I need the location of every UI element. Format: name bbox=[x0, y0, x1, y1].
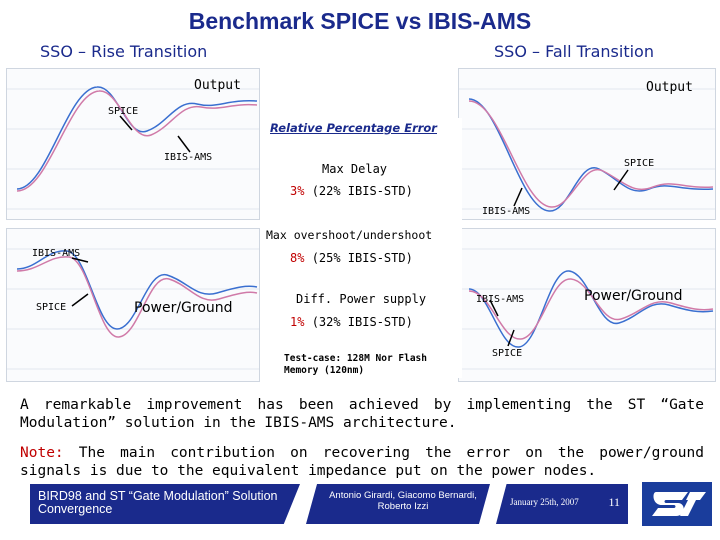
plot-fall-output-svg bbox=[459, 88, 715, 212]
diff-supply-ref: (32% IBIS-STD) bbox=[311, 315, 413, 329]
note-text: The main contribution on recovering the … bbox=[20, 445, 704, 479]
plot-rise-output bbox=[6, 68, 260, 220]
subtitle-rise: SSO – Rise Transition bbox=[40, 42, 208, 61]
footer-date-bar: January 25th, 2007 11 bbox=[496, 484, 628, 524]
rise-ibis-label: IBIS-AMS bbox=[164, 152, 213, 163]
summary-paragraph: A remarkable improvement has been achiev… bbox=[20, 397, 704, 431]
footer: BIRD98 and ST “Gate Modulation” Solution… bbox=[0, 478, 720, 540]
plot-rise-power-ground-svg bbox=[7, 248, 259, 370]
subtitle-fall: SSO – Fall Transition bbox=[494, 42, 654, 61]
overshoot-pct: 8% bbox=[290, 251, 305, 265]
footer-date: January 25th, 2007 bbox=[510, 497, 579, 507]
plot-fall-output bbox=[458, 68, 716, 220]
plot-fall-power-ground bbox=[458, 228, 716, 382]
diff-supply-pct: 1% bbox=[290, 315, 305, 329]
fall-pg-label: Power/Ground bbox=[584, 288, 683, 304]
note-label: Note: bbox=[20, 445, 64, 461]
note-paragraph: Note: The main contribution on recoverin… bbox=[20, 444, 704, 480]
max-delay-value: 3% (22% IBIS-STD) bbox=[290, 184, 413, 198]
footer-authors-bar: Antonio Girardi, Giacomo Bernardi, Rober… bbox=[306, 484, 490, 524]
diff-supply-label: Diff. Power supply bbox=[296, 292, 427, 306]
test-case-note: Test-case: 128M Nor Flash Memory (120nm) bbox=[284, 353, 427, 376]
fall-spice-label: SPICE bbox=[624, 158, 655, 169]
fall-pg-ibis-label: IBIS-AMS bbox=[476, 294, 525, 305]
overshoot-value: 8% (25% IBIS-STD) bbox=[290, 251, 413, 265]
max-delay-pct: 3% bbox=[290, 184, 305, 198]
footer-title-bar: BIRD98 and ST “Gate Modulation” Solution… bbox=[30, 484, 300, 524]
error-heading: Relative Percentage Error bbox=[270, 121, 437, 135]
error-summary-panel bbox=[262, 118, 462, 378]
rise-pg-label: Power/Ground bbox=[134, 300, 233, 316]
rise-pg-ibis-label: IBIS-AMS bbox=[32, 248, 81, 259]
st-logo-icon bbox=[642, 482, 712, 526]
page-title: Benchmark SPICE vs IBIS-AMS bbox=[188, 8, 532, 34]
max-delay-label: Max Delay bbox=[322, 162, 388, 176]
overshoot-label: Max overshoot/undershoot bbox=[266, 228, 433, 242]
fall-pg-spice-label: SPICE bbox=[492, 348, 523, 359]
rise-pg-spice-label: SPICE bbox=[36, 302, 67, 313]
max-delay-ref: (22% IBIS-STD) bbox=[311, 184, 413, 198]
st-logo bbox=[642, 482, 712, 526]
diff-supply-value: 1% (32% IBIS-STD) bbox=[290, 315, 413, 329]
rise-output-label: Output bbox=[194, 78, 241, 93]
rise-spice-label: SPICE bbox=[108, 106, 139, 117]
footer-title: BIRD98 and ST “Gate Modulation” Solution… bbox=[38, 489, 278, 516]
overshoot-ref: (25% IBIS-STD) bbox=[311, 251, 413, 265]
footer-page-number: 11 bbox=[608, 495, 620, 509]
fall-output-label: Output bbox=[646, 80, 693, 95]
plot-rise-output-svg bbox=[7, 86, 259, 210]
footer-authors: Antonio Girardi, Giacomo Bernardi, Rober… bbox=[329, 490, 477, 512]
fall-ibis-label: IBIS-AMS bbox=[482, 206, 531, 217]
plot-rise-power-ground bbox=[6, 228, 260, 382]
